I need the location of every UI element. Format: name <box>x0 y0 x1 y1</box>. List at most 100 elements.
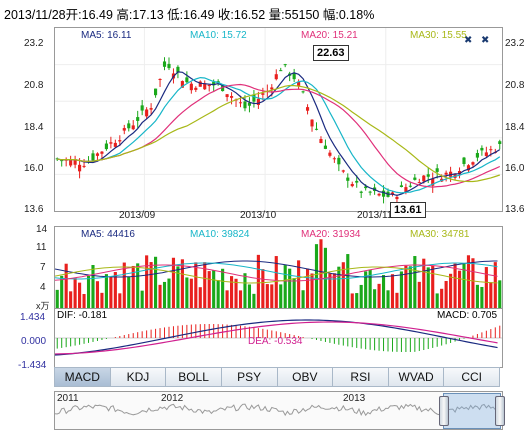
volume-bar <box>297 260 301 309</box>
candle-body <box>390 192 395 195</box>
volume-bar <box>82 293 86 309</box>
candle-body <box>408 185 412 187</box>
candle-body <box>82 165 86 167</box>
volume-bar <box>431 265 435 309</box>
overview-year: 2012 <box>161 393 184 404</box>
low-label: 低: <box>167 8 184 22</box>
volume-bar <box>55 289 59 309</box>
volume-bar <box>136 263 140 309</box>
overview-year: 2013 <box>343 393 366 404</box>
volume-bar <box>341 262 345 309</box>
right-drag-handle[interactable] <box>495 396 505 426</box>
volume-bar <box>243 273 247 309</box>
volume-bar <box>247 284 252 309</box>
candle-body <box>404 187 408 193</box>
candle-body <box>194 87 198 90</box>
tab-rsi[interactable]: RSI <box>333 367 389 387</box>
candle-body <box>158 78 162 80</box>
candle-body <box>270 87 274 90</box>
price-chart-panel[interactable]: MA5: 16.11 MA10: 15.72 MA20: 15.21 MA30:… <box>54 27 503 218</box>
candle-body <box>431 178 435 186</box>
pin-icon[interactable]: ✖ <box>481 35 490 46</box>
candle-body <box>480 147 484 151</box>
candle-body <box>457 171 462 175</box>
price-y-tick-right: 18.4 <box>505 122 525 133</box>
price-ma20-label: MA20: 15.21 <box>301 30 358 41</box>
candle-body <box>69 159 73 166</box>
candle-body <box>328 152 332 156</box>
overview-selection-window[interactable] <box>443 393 501 429</box>
volume-chart-panel[interactable]: MA5: 44416 MA10: 39824 MA20: 31934 MA30:… <box>54 226 503 310</box>
tab-kdj[interactable]: KDJ <box>110 367 167 387</box>
pin-icon[interactable]: ✖ <box>464 35 473 46</box>
candle-body <box>355 180 359 183</box>
candle-body <box>323 145 327 149</box>
volume-ma-line <box>55 260 498 278</box>
candle-body <box>256 98 260 105</box>
dif-label: DIF: -0.181 <box>57 310 108 321</box>
volume-chart <box>55 239 502 309</box>
volume-bar <box>198 287 202 309</box>
candle-body <box>444 172 448 175</box>
tab-boll[interactable]: BOLL <box>166 367 222 387</box>
high-value: 17.13 <box>132 8 164 22</box>
volume-ma-line <box>55 264 498 282</box>
macd-y-tick: 1.434 <box>20 312 46 323</box>
candle-body <box>225 94 229 98</box>
candle-body <box>341 170 345 172</box>
overview-line <box>55 403 502 417</box>
overview-navigator[interactable]: 2011 2012 2013 <box>54 391 505 430</box>
volume-bar <box>475 284 479 309</box>
volume-bar <box>328 273 332 309</box>
volume-bar <box>364 271 368 309</box>
volume-y-tick: 7 <box>40 262 46 273</box>
volume-bar <box>176 266 180 309</box>
candle-body <box>118 140 122 142</box>
price-chart <box>55 28 502 211</box>
candle-body <box>422 175 426 182</box>
volume-bar <box>91 265 95 309</box>
candle-body <box>95 153 100 156</box>
volume-bar <box>145 255 149 309</box>
tab-psy[interactable]: PSY <box>221 367 278 387</box>
tab-cci[interactable]: CCI <box>444 367 500 387</box>
volume-bar <box>314 244 319 309</box>
candle-body <box>466 165 471 171</box>
moving-average-line <box>57 76 501 194</box>
tab-macd[interactable]: MACD <box>54 367 111 387</box>
volume-bar <box>283 265 287 309</box>
volume-bar <box>489 282 493 309</box>
candle-body <box>435 168 439 172</box>
left-drag-handle[interactable] <box>439 396 449 426</box>
candle-body <box>91 153 95 161</box>
candle-body <box>221 85 225 92</box>
volume-bar <box>86 275 91 309</box>
tab-obv[interactable]: OBV <box>277 367 334 387</box>
candle-body <box>149 108 153 110</box>
tab-wvad[interactable]: WVAD <box>388 367 445 387</box>
candle-body <box>346 177 350 181</box>
candle-body <box>381 190 386 197</box>
price-y-tick-right: 13.6 <box>505 204 525 215</box>
volume-bar <box>171 257 176 309</box>
price-y-tick: 20.8 <box>24 80 44 91</box>
macd-y-tick: -1.434 <box>18 360 47 371</box>
candle-body <box>136 117 140 121</box>
candle-body <box>154 88 158 96</box>
volume-bar <box>122 262 126 309</box>
price-y-tick: 13.6 <box>24 204 44 215</box>
price-ma10-label: MA10: 15.72 <box>190 30 247 41</box>
volume-y-tick: 11 <box>36 242 47 253</box>
price-x-tick: 2013/09 <box>119 210 156 221</box>
candle-body <box>377 193 381 196</box>
volume-bar <box>457 270 462 309</box>
candle-body <box>462 157 466 164</box>
quote-header: 2013/11/28开:16.49 高:17.13 低:16.49 收:16.5… <box>4 4 374 23</box>
price-x-tick: 2013/11 <box>357 210 393 221</box>
candle-body <box>55 158 59 160</box>
volume-bar <box>113 272 117 309</box>
change-label: 幅: <box>322 8 339 22</box>
macd-chart-panel[interactable]: DIF: -0.181 DEA: -0.534 MACD: 0.705 <box>54 308 503 368</box>
volume-bar <box>332 273 336 309</box>
volume-bar <box>408 266 412 309</box>
